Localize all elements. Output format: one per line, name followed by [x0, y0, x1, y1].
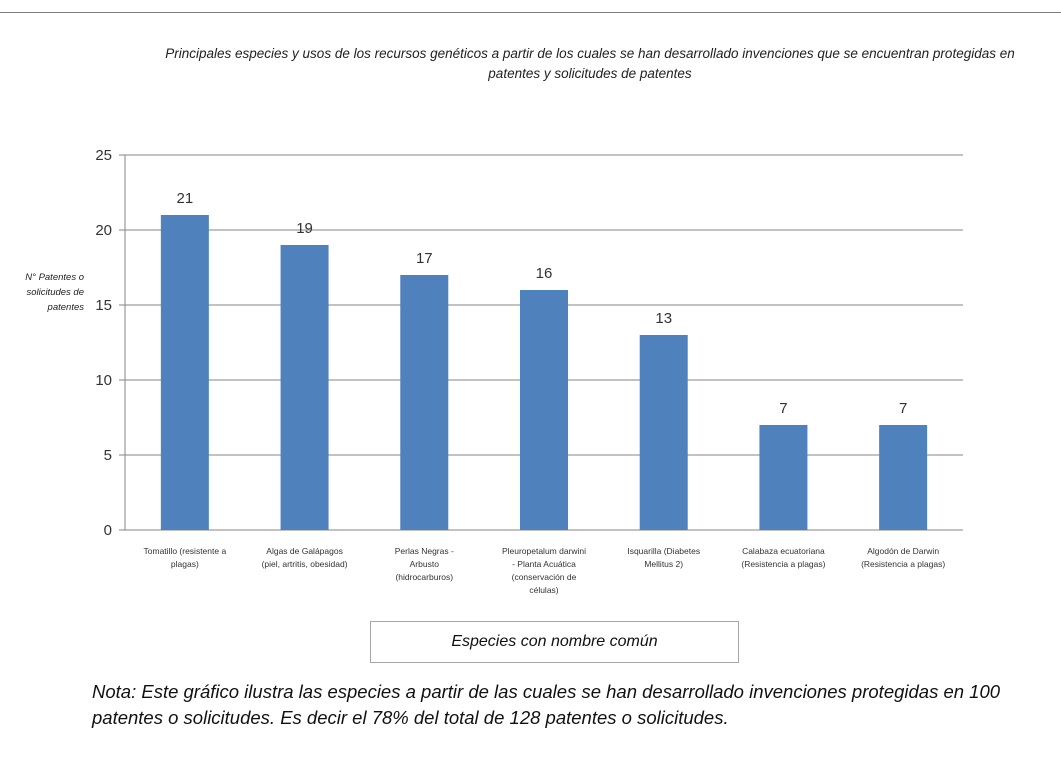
y-tick-label: 20 [95, 222, 112, 239]
x-tick-label: Tomatillo (resistente a [144, 546, 227, 556]
x-tick-label: (conservación de [512, 572, 577, 582]
chart-title: Principales especies y usos de los recur… [165, 46, 1015, 81]
x-tick-label: plagas) [171, 559, 199, 569]
x-tick-label: (hidrocarburos) [395, 572, 453, 582]
data-label: 7 [779, 400, 787, 417]
y-tick-label: 10 [95, 372, 112, 389]
data-label: 7 [899, 400, 907, 417]
chart-note: Nota: Este gráfico ilustra las especies … [92, 681, 1001, 728]
bar [759, 425, 808, 530]
bar [280, 245, 329, 530]
data-label: 21 [177, 190, 194, 207]
data-label: 13 [655, 310, 672, 327]
data-label: 17 [416, 250, 433, 267]
x-tick-label: (Resistencia a plagas) [741, 559, 825, 569]
top-border-line [0, 12, 1061, 13]
bar [400, 275, 449, 530]
bar [639, 335, 688, 530]
x-tick-label: - Planta Acuática [512, 559, 576, 569]
y-axis-label: N° Patentes o solicitudes de patentes [25, 272, 84, 313]
x-tick-label: Isquarilla (Diabetes [627, 546, 700, 556]
x-tick-label: Arbusto [410, 559, 440, 569]
x-tick-label: células) [529, 585, 558, 595]
y-tick-label: 0 [104, 522, 112, 539]
x-tick-label: Mellitus 2) [644, 559, 683, 569]
x-tick-label: (Resistencia a plagas) [861, 559, 945, 569]
y-tick-label: 5 [104, 447, 112, 464]
x-tick-label: Algas de Galápagos [266, 546, 343, 556]
data-label: 19 [296, 220, 313, 237]
y-tick-label: 25 [95, 147, 112, 164]
y-tick-label: 15 [95, 297, 112, 314]
x-axis-label: Especies con nombre común [370, 621, 739, 663]
bar [160, 215, 209, 530]
x-tick-label: Calabaza ecuatoriana [742, 546, 825, 556]
bar [879, 425, 928, 530]
x-tick-label: Algodón de Darwin [867, 546, 939, 556]
x-tick-label: Pleuropetalum darwini [502, 546, 586, 556]
data-label: 16 [536, 265, 553, 282]
x-tick-label: (piel, artritis, obesidad) [262, 559, 348, 569]
x-tick-label: Perlas Negras - [395, 546, 454, 556]
bar [520, 290, 568, 530]
